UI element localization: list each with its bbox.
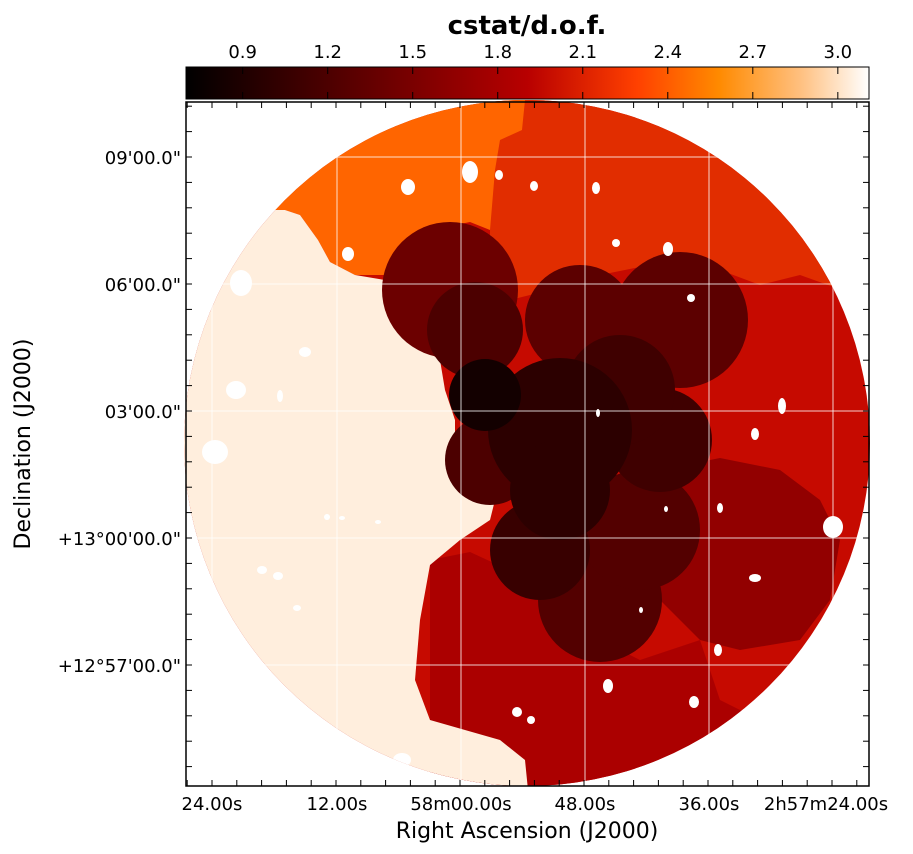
colorbar-tick-label: 3.0 (824, 42, 853, 63)
masked-source (663, 242, 673, 256)
inner-west-region (427, 282, 523, 378)
masked-source (375, 520, 381, 524)
colorbar-title: cstat/d.o.f. (448, 11, 607, 41)
masked-source (273, 572, 283, 580)
y-tick-label: +12°57'00.0" (58, 656, 181, 677)
x-axis-label: Right Ascension (J2000) (396, 819, 659, 844)
x-tick-label: 36.00s (679, 794, 740, 815)
masked-source (495, 170, 503, 180)
masked-source (664, 506, 668, 512)
masked-source (778, 398, 786, 414)
colorbar-tick-label: 0.9 (228, 42, 257, 63)
colorbar-tick-label: 2.4 (653, 42, 682, 63)
masked-source (823, 516, 843, 538)
colorbar: 0.9 1.2 1.5 1.8 2.1 2.4 2.7 3.0 (185, 42, 870, 100)
masked-source (226, 381, 246, 399)
colorbar-tick-label: 2.7 (738, 42, 767, 63)
masked-source (596, 409, 600, 417)
masked-source (687, 294, 695, 302)
masked-source (293, 605, 301, 611)
masked-source (751, 428, 759, 440)
colorbar-tick-label: 2.1 (568, 42, 597, 63)
x-tick-label: 58m00.00s (410, 794, 511, 815)
masked-source (324, 514, 330, 520)
y-tick-label: +13°00'00.0" (58, 529, 181, 550)
masked-source (612, 239, 620, 247)
y-axis-label: Declination (J2000) (11, 339, 36, 550)
south-east-region (650, 458, 840, 650)
y-tick-label: 03'00.0" (105, 402, 181, 423)
masked-source (462, 161, 478, 183)
colorbar-tick-label: 1.5 (398, 42, 427, 63)
core-west-region (449, 359, 521, 431)
minor-ticks (186, 102, 869, 786)
colorbar-gradient (185, 66, 870, 100)
masked-source (299, 347, 311, 357)
masked-source (277, 390, 283, 402)
masked-source (257, 566, 267, 574)
masked-source (401, 179, 415, 195)
masked-sources (202, 161, 843, 767)
x-tick-label: 12.00s (307, 794, 368, 815)
west-region (184, 210, 528, 786)
y-axis: 09'00.0" 06'00.0" 03'00.0" +13°00'00.0" … (58, 148, 181, 677)
masked-source (527, 716, 535, 724)
x-tick-label: 24.00s (182, 794, 243, 815)
masked-source (689, 696, 699, 708)
map-panel (184, 100, 870, 787)
coordinate-grid (186, 102, 869, 786)
colorbar-tick-label: 1.8 (483, 42, 512, 63)
masked-source (717, 503, 723, 513)
core-region-2 (510, 440, 610, 540)
inner-south-region-2 (580, 470, 700, 590)
masked-source (592, 182, 600, 194)
masked-source (530, 181, 538, 191)
colorbar-tick-label: 1.2 (313, 42, 342, 63)
masked-source (202, 440, 228, 464)
masked-source (230, 270, 252, 296)
x-tick-label: 2h57m24.00s (764, 794, 888, 815)
y-tick-label: 09'00.0" (105, 148, 181, 169)
masked-source (714, 644, 722, 656)
x-tick-label: 48.00s (555, 794, 616, 815)
masked-source (512, 707, 522, 717)
masked-source (639, 607, 643, 613)
plot-frame (185, 101, 870, 787)
x-axis: 24.00s 12.00s 58m00.00s 48.00s 36.00s 2h… (182, 794, 889, 815)
masked-source (339, 516, 345, 520)
y-tick-label: 06'00.0" (105, 275, 181, 296)
masked-source (749, 574, 761, 582)
masked-source (342, 247, 354, 261)
masked-source (603, 679, 613, 693)
